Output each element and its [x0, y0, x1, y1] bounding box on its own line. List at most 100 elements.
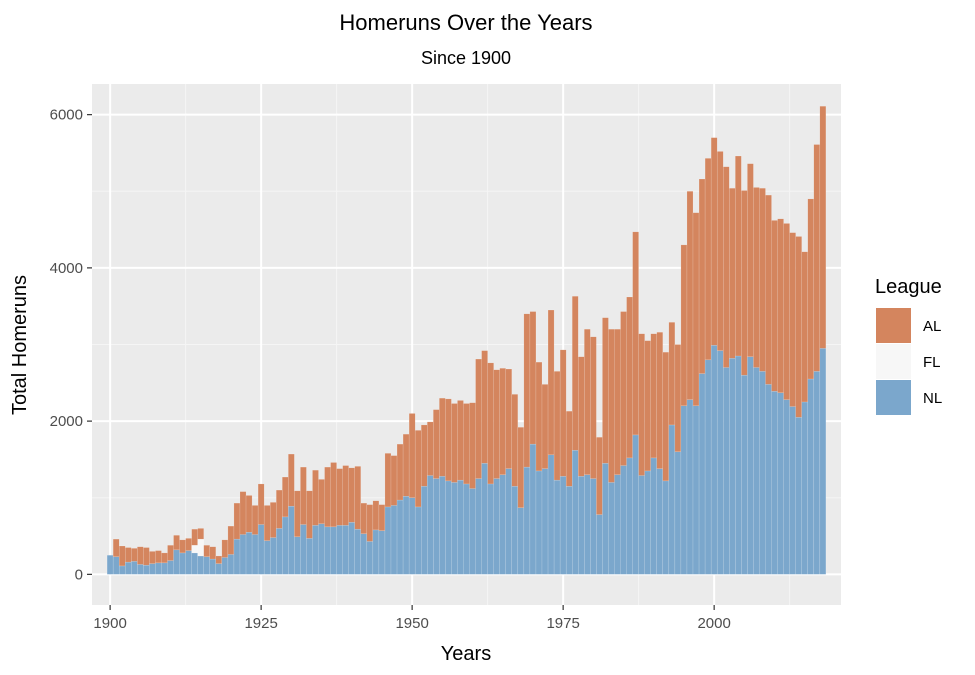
bar-nl-1947 — [390, 505, 398, 575]
bar-al-2015 — [801, 251, 808, 403]
bar-al-1917 — [209, 546, 217, 560]
bar-nl-2015 — [801, 401, 808, 575]
bar-al-1973 — [547, 309, 555, 456]
bar-al-1935 — [318, 479, 325, 524]
bar-nl-1976 — [565, 486, 573, 575]
x-tick-label: 1900 — [93, 615, 126, 632]
bar-nl-1971 — [535, 470, 543, 575]
bar-al-1967 — [511, 394, 519, 487]
legend-title: League — [875, 276, 942, 298]
bar-nl-1986 — [626, 457, 633, 575]
bar-al-1939 — [342, 465, 349, 526]
bar-nl-1953 — [427, 475, 434, 575]
bar-nl-1914 — [191, 552, 198, 575]
bar-nl-2012 — [783, 399, 790, 575]
bar-al-1931 — [294, 490, 301, 538]
bar-nl-1915 — [197, 555, 204, 575]
bar-al-1960 — [469, 402, 476, 489]
bar-al-1966 — [505, 368, 513, 469]
x-axis-title: Years — [441, 643, 491, 665]
bar-nl-1923 — [245, 532, 253, 575]
bar-al-1916 — [203, 545, 210, 557]
bar-al-2009 — [765, 194, 772, 385]
bar-al-1920 — [227, 525, 235, 555]
bar-nl-1960 — [469, 488, 476, 575]
bar-nl-1981 — [596, 514, 603, 575]
y-axis-title: Total Homeruns — [9, 275, 31, 415]
bar-al-1952 — [420, 424, 428, 487]
bar-nl-1991 — [656, 468, 664, 575]
bar-nl-1993 — [668, 424, 676, 575]
bar-nl-1921 — [233, 538, 241, 575]
bar-nl-1908 — [155, 562, 162, 575]
bar-nl-1974 — [553, 479, 561, 575]
bar-nl-1966 — [505, 468, 513, 575]
bar-nl-1964 — [493, 478, 500, 575]
bar-nl-1919 — [221, 557, 229, 575]
chart-title: Homeruns Over the Years — [339, 10, 592, 35]
bar-al-2002 — [723, 166, 730, 368]
bar-nl-2005 — [741, 374, 748, 575]
bar-al-1905 — [137, 546, 144, 565]
bar-al-1911 — [173, 535, 180, 551]
bar-nl-2002 — [723, 367, 730, 575]
bar-al-2018 — [819, 106, 827, 349]
bar-nl-1997 — [692, 405, 700, 575]
bar-al-1950 — [408, 413, 416, 498]
bar-nl-1937 — [330, 526, 337, 575]
bar-nl-2001 — [716, 350, 724, 575]
bar-nl-1989 — [644, 470, 651, 575]
bar-nl-1917 — [209, 558, 217, 575]
bar-nl-1903 — [125, 561, 132, 575]
x-tick-label: 1975 — [546, 615, 579, 632]
bar-al-1944 — [372, 500, 380, 531]
bar-al-1945 — [378, 504, 386, 531]
bar-nl-1987 — [632, 434, 639, 575]
bar-nl-1996 — [686, 399, 694, 575]
bar-nl-1955 — [439, 476, 446, 575]
bar-nl-1957 — [451, 482, 458, 575]
bar-nl-1933 — [306, 538, 313, 575]
bar-al-2001 — [716, 151, 724, 351]
bar-al-2000 — [710, 137, 718, 346]
bar-al-1907 — [149, 551, 156, 564]
bar-al-2008 — [759, 187, 766, 372]
bar-nl-1909 — [161, 562, 168, 575]
bar-nl-1962 — [481, 463, 488, 575]
legend-key-nl — [876, 380, 911, 415]
bar-nl-1961 — [475, 478, 482, 575]
bar-al-1996 — [686, 191, 694, 400]
bar-nl-1941 — [354, 528, 361, 575]
bar-nl-1918 — [215, 563, 223, 575]
bar-al-2003 — [729, 187, 736, 359]
bar-nl-1907 — [149, 563, 156, 575]
bar-al-1970 — [529, 311, 537, 445]
bar-al-1959 — [463, 403, 470, 485]
bar-nl-1942 — [360, 533, 368, 575]
bar-nl-1934 — [312, 525, 319, 575]
bar-nl-1999 — [704, 359, 712, 575]
bar-al-1909 — [161, 552, 168, 564]
bar-nl-1977 — [572, 450, 579, 575]
bar-al-1979 — [584, 328, 591, 475]
bar-nl-2013 — [789, 406, 796, 575]
bar-nl-1935 — [318, 523, 325, 575]
bar-al-1956 — [445, 398, 452, 482]
bar-al-1923 — [245, 495, 253, 533]
bar-nl-1972 — [541, 468, 549, 575]
bar-nl-1925 — [257, 524, 265, 575]
bar-nl-1963 — [487, 483, 494, 575]
bar-al-1982 — [602, 317, 609, 464]
bar-al-1902 — [118, 545, 126, 567]
y-tick-label: 0 — [75, 566, 83, 583]
bar-al-1906 — [143, 547, 150, 566]
bar-nl-2018 — [819, 348, 827, 575]
bar-al-2007 — [753, 187, 760, 368]
bar-al-1910 — [167, 545, 174, 561]
bar-nl-2014 — [795, 417, 802, 575]
bar-nl-1975 — [559, 476, 567, 575]
legend-label-fl: FL — [923, 354, 941, 371]
bar-nl-1968 — [517, 507, 525, 575]
chart-subtitle: Since 1900 — [421, 48, 511, 68]
